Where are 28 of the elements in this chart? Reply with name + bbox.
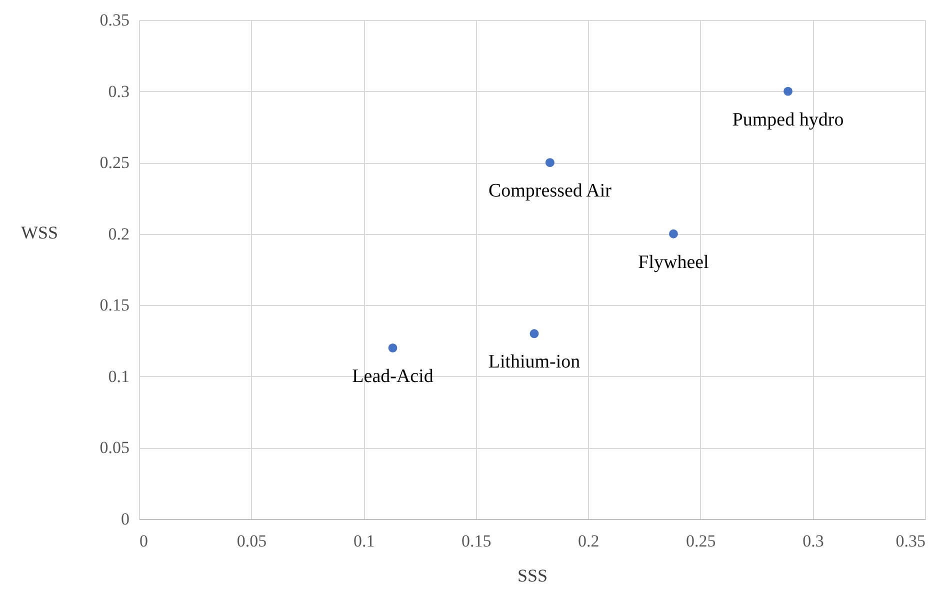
annotation: Lithium-ion: [488, 352, 581, 373]
y-tick-label: 0: [121, 510, 130, 528]
point: [530, 329, 539, 338]
y-tick-label: 0.3: [108, 82, 130, 101]
x-tick-label: 0.2: [578, 532, 600, 550]
annotation: Lead-Acid: [352, 366, 434, 387]
x-tick-label: 0.25: [686, 532, 716, 550]
y-axis-title: WSS: [20, 222, 58, 242]
annotation: Pumped hydro: [732, 109, 844, 130]
x-tick-label: 0.1: [353, 532, 375, 550]
point: [545, 158, 554, 168]
y-tick-label: 0.05: [100, 438, 130, 458]
x-tick-label: 0.05: [236, 532, 267, 550]
annotation: Compressed Air: [488, 180, 612, 202]
y-tick-label: 0.35: [100, 10, 130, 30]
y-tick-label: 0.2: [108, 224, 130, 244]
x-axis-title: SSS: [517, 566, 548, 586]
x-tick-label: 0.15: [461, 532, 492, 550]
y-tick-label: 0.1: [108, 366, 130, 386]
x-tick-label: 0.3: [802, 532, 824, 550]
annotation: Flywheel: [638, 252, 709, 273]
x-tick-label: 0: [140, 532, 148, 550]
y-tick-label: 0.15: [100, 296, 130, 315]
point: [388, 343, 398, 352]
point: [784, 86, 792, 96]
point: [669, 229, 678, 238]
y-tick-label: 0.25: [100, 153, 130, 172]
x-tick-label: 0.35: [896, 532, 926, 550]
